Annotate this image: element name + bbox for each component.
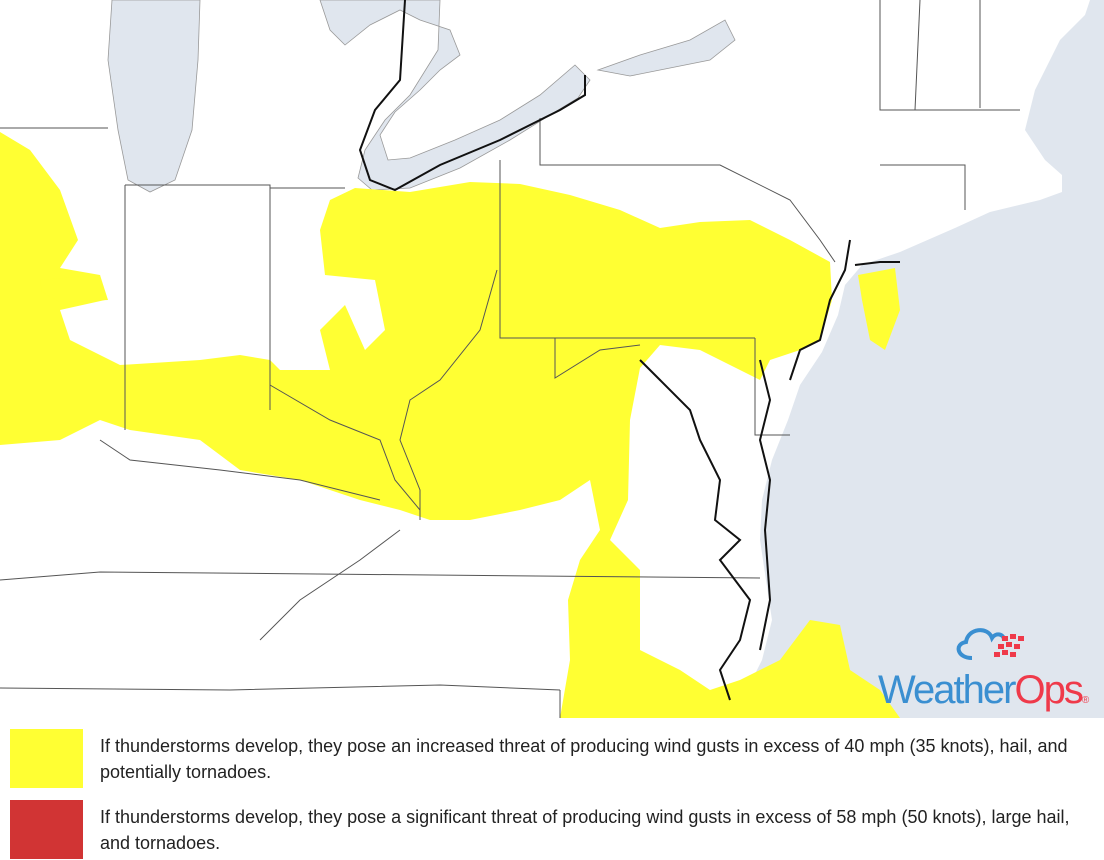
lake-huron-erie — [319, 0, 591, 191]
logo-text-ops: Ops — [1014, 668, 1083, 712]
atlantic-ocean — [738, 0, 1104, 718]
weatherops-logo: WeatherOps® — [872, 620, 1104, 715]
logo-registered-mark: ® — [1081, 695, 1090, 706]
lake-ontario — [596, 19, 736, 77]
legend-swatch-red — [10, 800, 83, 859]
legend-item-significant: If thunderstorms develop, they pose a si… — [10, 800, 1090, 859]
lake-michigan — [107, 0, 201, 193]
threat-map — [0, 0, 1104, 718]
legend-swatch-yellow — [10, 729, 83, 788]
logo-text-weather: Weather — [878, 668, 1016, 712]
legend-text-significant: If thunderstorms develop, they pose a si… — [100, 807, 1070, 853]
increased-threat-area — [0, 132, 900, 718]
coastlines — [358, 0, 900, 701]
state-borders — [0, 0, 1020, 718]
legend-item-increased: If thunderstorms develop, they pose an i… — [10, 729, 1090, 788]
legend-text-increased: If thunderstorms develop, they pose an i… — [100, 736, 1068, 782]
cloud-logo-icon — [956, 628, 1024, 660]
